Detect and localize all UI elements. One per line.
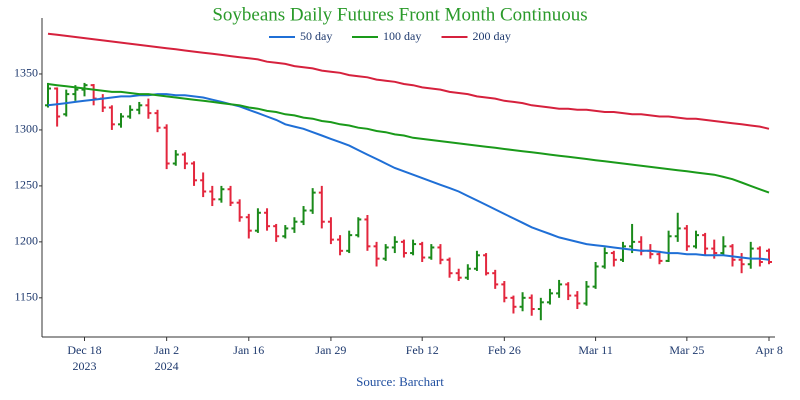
chart-title: Soybeans Daily Futures Front Month Conti… bbox=[212, 4, 587, 25]
legend-label: 50 day bbox=[300, 29, 332, 43]
x-tick-label: Jan 16 bbox=[233, 343, 264, 357]
x-tick-label: Feb 26 bbox=[488, 343, 521, 357]
x-tick-label: Mar 25 bbox=[669, 343, 704, 357]
ma-line bbox=[47, 32, 770, 130]
legend-label: 200 day bbox=[473, 29, 511, 43]
x-tick-label: Apr 8 bbox=[755, 343, 783, 357]
legend-label: 100 day bbox=[383, 29, 421, 43]
y-tick-label: 1350 bbox=[14, 66, 38, 80]
x-tick-label: Dec 18 bbox=[67, 343, 101, 357]
x-tick-label: Mar 11 bbox=[578, 343, 613, 357]
y-tick-label: 1250 bbox=[14, 178, 38, 192]
y-tick-label: 1300 bbox=[14, 122, 38, 136]
x-tick-label: Jan 29 bbox=[315, 343, 346, 357]
x-tick-label: Jan 2 bbox=[154, 343, 179, 357]
x-tick-year: 2024 bbox=[155, 359, 179, 373]
ma-line bbox=[47, 93, 770, 261]
x-tick-label: Feb 12 bbox=[406, 343, 439, 357]
ma-line bbox=[47, 83, 770, 194]
y-tick-label: 1200 bbox=[14, 234, 38, 248]
y-tick-label: 1150 bbox=[14, 290, 38, 304]
x-tick-year: 2023 bbox=[73, 359, 97, 373]
source-note: Source: Barchart bbox=[356, 374, 444, 389]
